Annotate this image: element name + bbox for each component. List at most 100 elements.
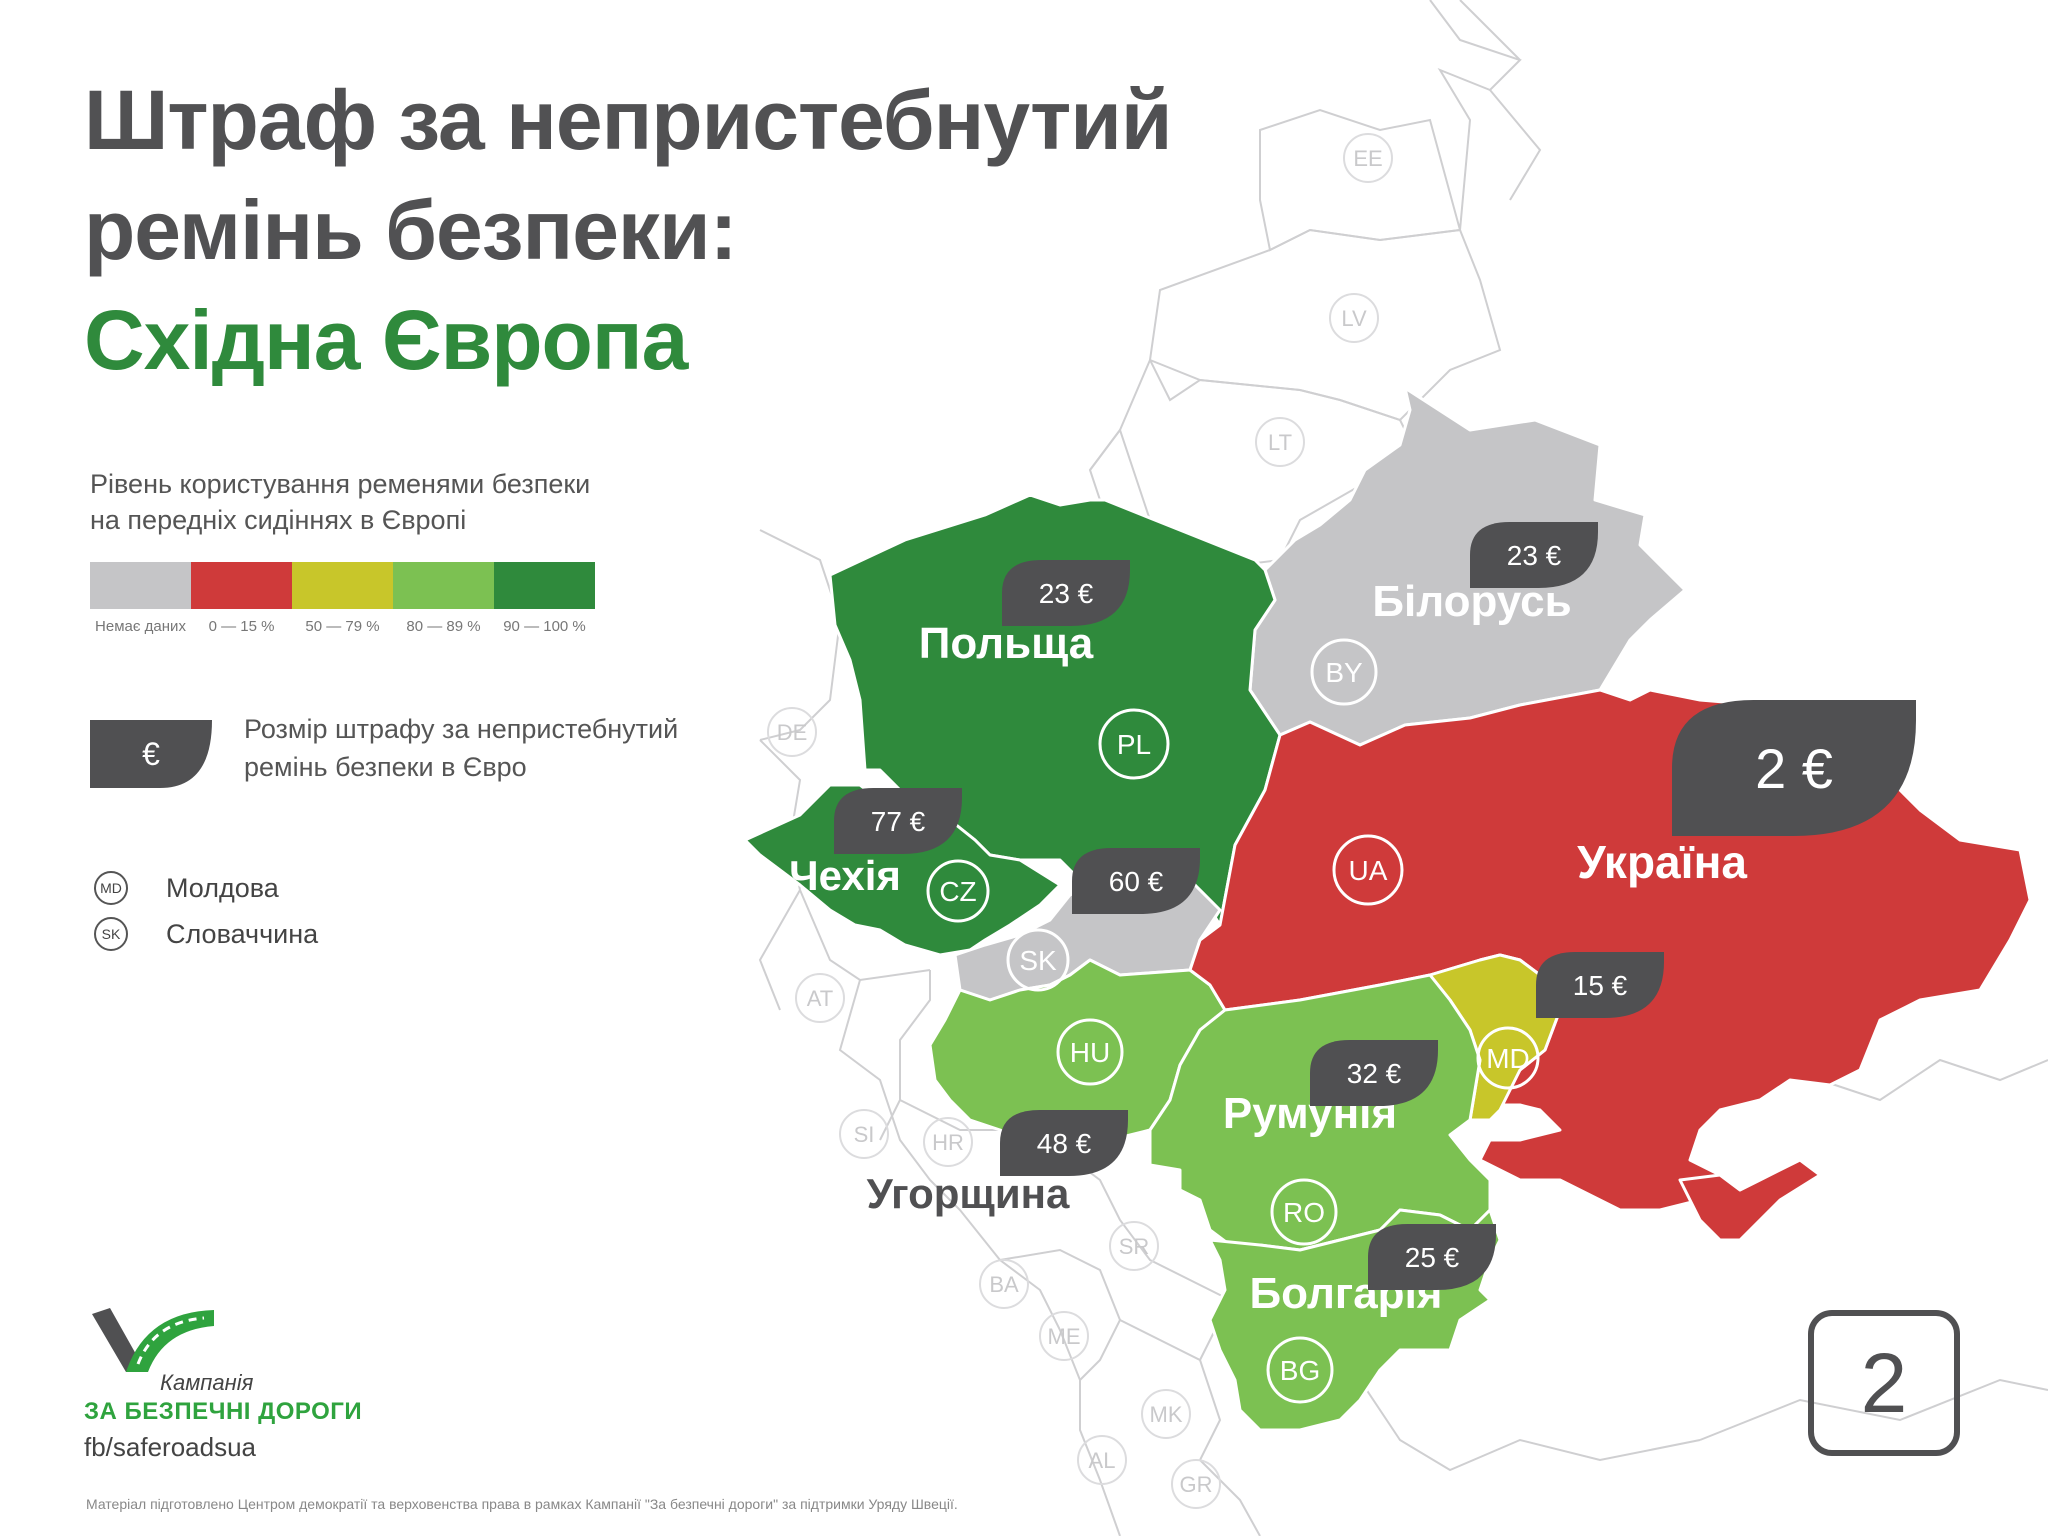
other-code-hr: HR: [932, 1130, 964, 1155]
country-code-slovakia: SK: [1019, 945, 1057, 976]
swatch-label-90-100: 90 — 100 %: [503, 618, 586, 635]
other-code-circle-lv: [1329, 293, 1379, 343]
abbr-row-sk: SK Словаччина: [94, 914, 318, 954]
fine-badge-moldova: [1536, 952, 1664, 1018]
fine-legend-line-2: ремінь безпеки в Євро: [244, 752, 527, 782]
legend-title-line-2: на передніх сидіннях в Європі: [90, 505, 467, 535]
fine-badge-slovakia: [1072, 848, 1200, 914]
fine-legend-line-1: Розмір штрафу за непристебнутий: [244, 714, 679, 744]
other-code-circle-de: [767, 707, 817, 757]
page-number-badge: 2: [1808, 1310, 1960, 1456]
other-country-codes: EE LV LT DE AT SI HR BA SR ME MK AL GR: [767, 133, 1393, 1509]
fine-value-moldova: 15 €: [1573, 970, 1628, 1001]
swatch-label-80-89: 80 — 89 %: [406, 618, 481, 635]
country-name-hungary: Угорщина: [867, 1170, 1070, 1217]
country-code-czechia: CZ: [939, 876, 976, 907]
other-code-circle-sr: [1109, 1221, 1159, 1271]
country-code-ukraine: UA: [1349, 855, 1388, 886]
fine-badge-hungary: [1000, 1110, 1128, 1176]
other-code-sr: SR: [1119, 1234, 1150, 1259]
fine-value-hungary: 48 €: [1037, 1128, 1092, 1159]
fine-value-poland: 23 €: [1039, 578, 1094, 609]
swatch-label-no-data: Немає даних: [95, 618, 186, 635]
euro-symbol: €: [142, 736, 160, 772]
other-code-circle-lt: [1255, 417, 1305, 467]
campaign-logo-icon: [92, 1308, 214, 1372]
swatch-50-79: [292, 562, 393, 609]
code-circle-czechia: [926, 859, 990, 923]
country-belarus[interactable]: [1248, 386, 1687, 747]
other-code-ee: EE: [1353, 146, 1382, 171]
fine-badge-legend-icon: €: [90, 720, 212, 788]
campaign-small-text: Кампанія: [160, 1370, 254, 1395]
other-code-gr: GR: [1180, 1472, 1213, 1497]
country-code-bulgaria: BG: [1280, 1355, 1320, 1386]
fine-badge-poland: [1002, 560, 1130, 626]
fine-value-belarus: 23 €: [1507, 540, 1562, 571]
abbr-row-md: MD Молдова: [94, 868, 279, 908]
code-circle-ukraine: [1332, 834, 1404, 906]
fine-badge-belarus: [1470, 522, 1598, 588]
fine-value-slovakia: 60 €: [1109, 866, 1164, 897]
fine-legend-text: Розмір штрафу за непристебнутий ремінь б…: [244, 710, 704, 786]
fine-badge-ukraine: [1672, 700, 1916, 836]
swatch-no-data: [90, 562, 191, 609]
country-code-poland: PL: [1117, 729, 1151, 760]
other-code-at: AT: [807, 986, 833, 1011]
title-line-1: Штраф за непристебнутий: [84, 73, 1172, 167]
fine-badge-romania: [1310, 1040, 1438, 1106]
swatch-0-15: [191, 562, 292, 609]
other-code-de: DE: [777, 720, 808, 745]
swatch-label-0-15: 0 — 15 %: [208, 618, 275, 635]
other-code-circle-gr: [1171, 1459, 1221, 1509]
other-code-circle-hr: [923, 1117, 973, 1167]
code-circle-belarus: [1310, 638, 1378, 706]
campaign-name: ЗА БЕЗПЕЧНІ ДОРОГИ: [84, 1398, 363, 1425]
other-code-circle-si: [839, 1109, 889, 1159]
fine-value-romania: 32 €: [1347, 1058, 1402, 1089]
abbr-code-md: MD: [94, 871, 128, 905]
other-code-al: AL: [1089, 1448, 1116, 1473]
code-circle-poland: [1098, 708, 1170, 780]
country-code-romania: RO: [1283, 1197, 1325, 1228]
other-code-ba: BA: [989, 1272, 1019, 1297]
country-name-poland: Польща: [919, 619, 1094, 668]
other-code-me: ME: [1048, 1324, 1081, 1349]
fine-value-czechia: 77 €: [871, 806, 926, 837]
title-line-3: Східна Європа: [84, 293, 688, 387]
country-code-moldova: MD: [1486, 1043, 1530, 1074]
other-code-circle-mk: [1141, 1389, 1191, 1439]
other-code-circle-me: [1039, 1311, 1089, 1361]
other-code-lt: LT: [1268, 430, 1292, 455]
other-code-si: SI: [854, 1122, 875, 1147]
fine-value-ukraine: 2 €: [1755, 737, 1833, 800]
legend-title-line-1: Рівень користування ременями безпеки: [90, 469, 591, 499]
abbr-name-sk: Словаччина: [166, 918, 319, 949]
code-circle-bulgaria: [1266, 1336, 1334, 1404]
country-crimea[interactable]: [1678, 1158, 1822, 1242]
abbr-code-sk: SK: [94, 917, 128, 951]
swatch-80-89: [393, 562, 494, 609]
facebook-link[interactable]: fb/saferoadsua: [84, 1432, 257, 1462]
fine-badge-bulgaria: [1368, 1224, 1496, 1290]
title-line-2: ремінь безпеки:: [84, 183, 738, 277]
other-code-circle-ba: [979, 1259, 1029, 1309]
code-circle-romania: [1270, 1178, 1338, 1246]
footnote: Матеріал підготовлено Центром демократії…: [86, 1496, 958, 1512]
other-code-circle-ee: [1343, 133, 1393, 183]
country-name-ukraine: Україна: [1577, 836, 1747, 888]
code-circle-slovakia: [1006, 928, 1070, 992]
code-circle-moldova: [1476, 1026, 1540, 1090]
swatch-90-100: [494, 562, 595, 609]
fine-value-bulgaria: 25 €: [1405, 1242, 1460, 1273]
fine-badge-czechia: [834, 788, 962, 854]
other-code-circle-al: [1077, 1435, 1127, 1485]
legend-title: Рівень користування ременями безпеки на …: [90, 466, 650, 538]
other-code-mk: MK: [1150, 1402, 1183, 1427]
country-code-hungary: HU: [1070, 1037, 1110, 1068]
other-code-lv: LV: [1341, 306, 1367, 331]
other-code-circle-at: [795, 973, 845, 1023]
country-code-belarus: BY: [1325, 657, 1363, 688]
